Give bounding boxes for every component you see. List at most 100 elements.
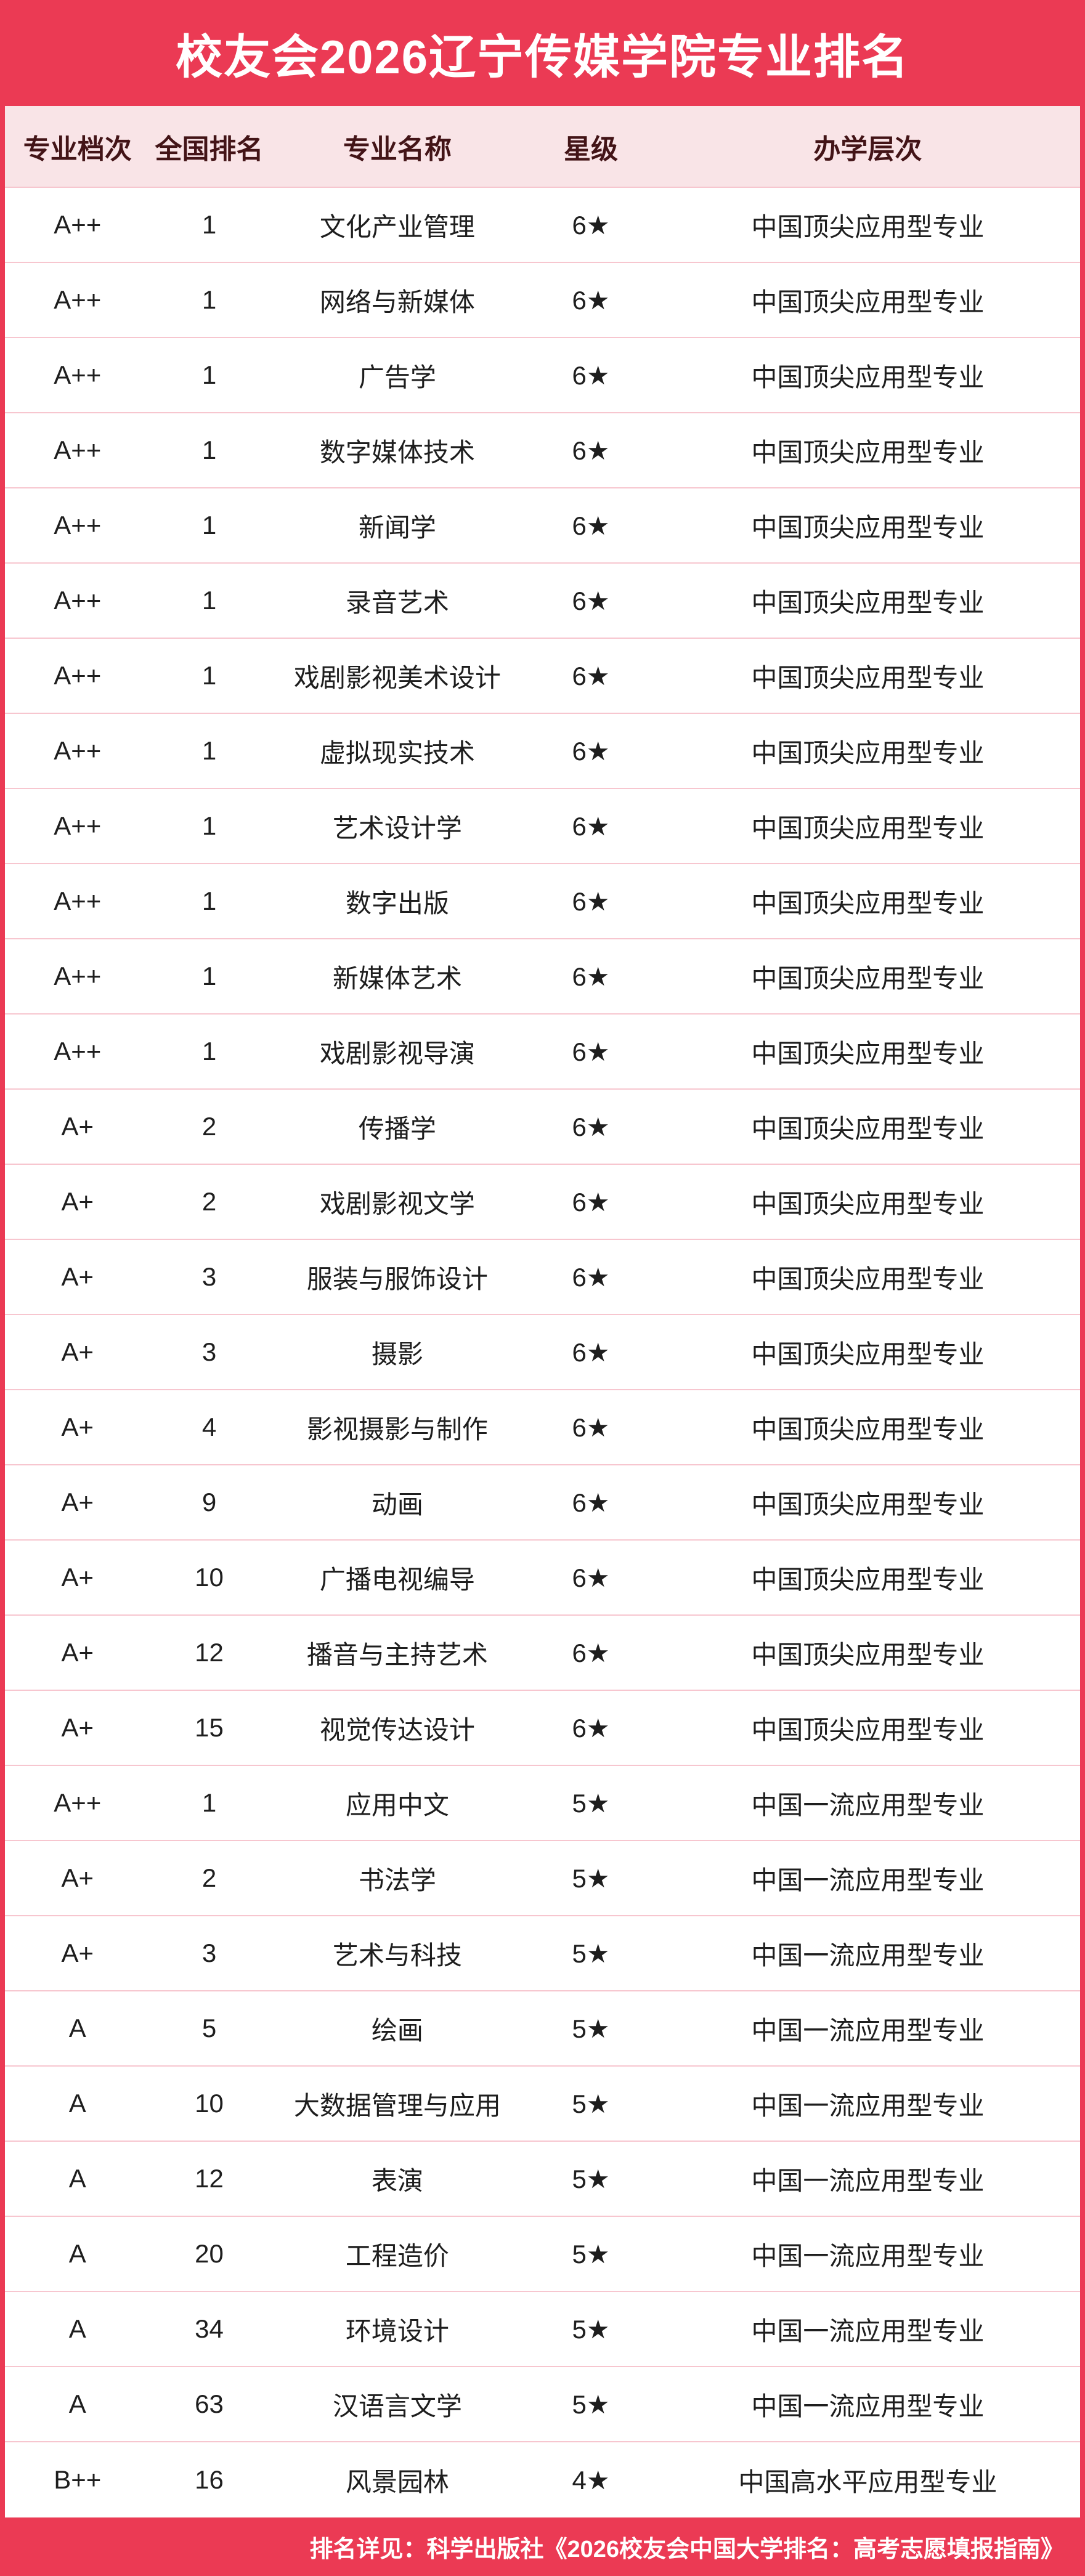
level-cell: 中国顶尖应用型专业	[751, 1039, 985, 1068]
major-name-cell: 网络与新媒体	[319, 287, 475, 317]
major-name-cell: 戏剧影视美术设计	[293, 663, 501, 692]
rank-cell: 1	[201, 962, 217, 990]
column-header-level: 办学层次	[813, 134, 922, 164]
level-cell: 中国顶尖应用型专业	[751, 1264, 985, 1294]
rank-cell: 1	[201, 736, 217, 765]
rank-cell: 2	[201, 1112, 217, 1141]
major-name-cell: 应用中文	[345, 1790, 449, 1820]
star-rating-cell: 6★	[572, 210, 610, 240]
page-title: 校友会2026辽宁传媒学院专业排名	[175, 31, 910, 84]
rank-cell: 34	[195, 2314, 224, 2343]
star-rating-cell: 6★	[572, 661, 610, 691]
rank-cell: 1	[201, 511, 217, 540]
table-row: A+ 3 摄影 6★ 中国顶尖应用型专业	[5, 1315, 1080, 1390]
grade-cell: A+	[61, 1412, 94, 1441]
rank-cell: 2	[201, 1187, 217, 1216]
star-rating-cell: 6★	[572, 811, 610, 841]
level-cell: 中国一流应用型专业	[751, 2391, 985, 2421]
major-name-cell: 艺术与科技	[332, 1940, 462, 1970]
title-banner: 校友会2026辽宁传媒学院专业排名	[5, 0, 1080, 106]
table-row: A+ 10 广播电视编导 6★ 中国顶尖应用型专业	[5, 1541, 1080, 1616]
rank-cell: 20	[195, 2239, 224, 2268]
level-cell: 中国顶尖应用型专业	[751, 663, 985, 692]
major-name-cell: 摄影	[371, 1339, 423, 1369]
rank-cell: 4	[201, 1412, 217, 1441]
major-name-cell: 工程造价	[345, 2241, 449, 2270]
column-header-star: 星级	[563, 134, 618, 164]
major-name-cell: 环境设计	[345, 2316, 449, 2346]
grade-cell: A++	[54, 210, 102, 239]
star-rating-cell: 6★	[572, 1262, 610, 1292]
table-row: A 12 表演 5★ 中国一流应用型专业	[5, 2142, 1080, 2217]
table-row: A+ 9 动画 6★ 中国顶尖应用型专业	[5, 1465, 1080, 1541]
star-rating-cell: 6★	[572, 886, 610, 916]
star-rating-cell: 6★	[572, 962, 610, 991]
star-rating-cell: 5★	[572, 2314, 610, 2344]
level-cell: 中国顶尖应用型专业	[751, 1414, 985, 1444]
table-row: A 63 汉语言文学 5★ 中国一流应用型专业	[5, 2367, 1080, 2442]
table-row: A++ 1 艺术设计学 6★ 中国顶尖应用型专业	[5, 789, 1080, 864]
rank-cell: 1	[201, 811, 217, 840]
grade-cell: A	[68, 2389, 86, 2418]
footer-banner: 排名详见：科学出版社《2026校友会中国大学排名：高考志愿填报指南》	[5, 2517, 1080, 2576]
level-cell: 中国顶尖应用型专业	[751, 212, 985, 241]
grade-cell: A++	[54, 886, 102, 915]
major-name-cell: 广告学	[358, 362, 436, 392]
footer-note: 排名详见：科学出版社《2026校友会中国大学排名：高考志愿填报指南》	[309, 2537, 1064, 2562]
star-rating-cell: 6★	[572, 435, 610, 465]
major-name-cell: 视觉传达设计	[319, 1715, 475, 1744]
table-row: A+ 3 艺术与科技 5★ 中国一流应用型专业	[5, 1916, 1080, 1991]
level-cell: 中国顶尖应用型专业	[751, 1640, 985, 1669]
grade-cell: A+	[61, 1713, 94, 1742]
grade-cell: A+	[61, 1112, 94, 1141]
grade-cell: A+	[61, 1563, 94, 1592]
table-row: A 20 工程造价 5★ 中国一流应用型专业	[5, 2217, 1080, 2292]
level-cell: 中国一流应用型专业	[751, 2316, 985, 2346]
grade-cell: A++	[54, 586, 102, 615]
level-cell: 中国一流应用型专业	[751, 1865, 985, 1895]
major-name-cell: 广播电视编导	[319, 1565, 475, 1594]
level-cell: 中国顶尖应用型专业	[751, 588, 985, 617]
major-name-cell: 表演	[371, 2166, 423, 2195]
level-cell: 中国顶尖应用型专业	[751, 888, 985, 918]
level-cell: 中国顶尖应用型专业	[751, 738, 985, 768]
table-row: A++ 1 新闻学 6★ 中国顶尖应用型专业	[5, 488, 1080, 564]
rank-cell: 12	[195, 1638, 224, 1667]
rank-cell: 1	[201, 886, 217, 915]
table-header-row: 专业档次 全国排名 专业名称 星级 办学层次	[5, 106, 1080, 188]
column-header-rank: 全国排名	[155, 134, 264, 164]
grade-cell: A++	[54, 1037, 102, 1066]
column-header-grade: 专业档次	[23, 134, 132, 164]
table-row: B++ 16 风景园林 4★ 中国高水平应用型专业	[5, 2442, 1080, 2517]
star-rating-cell: 6★	[572, 1563, 610, 1592]
level-cell: 中国一流应用型专业	[751, 1940, 985, 1970]
rank-cell: 1	[201, 285, 217, 314]
table-row: A 34 环境设计 5★ 中国一流应用型专业	[5, 2292, 1080, 2367]
table-row: A++ 1 录音艺术 6★ 中国顶尖应用型专业	[5, 564, 1080, 639]
major-name-cell: 新媒体艺术	[332, 963, 462, 993]
table-row: A++ 1 广告学 6★ 中国顶尖应用型专业	[5, 338, 1080, 413]
major-name-cell: 戏剧影视文学	[319, 1189, 475, 1218]
grade-cell: A++	[54, 736, 102, 765]
rank-cell: 1	[201, 1788, 217, 1817]
level-cell: 中国一流应用型专业	[751, 1790, 985, 1820]
major-name-cell: 传播学	[358, 1114, 436, 1143]
grade-cell: A+	[61, 1262, 94, 1291]
star-rating-cell: 6★	[572, 1187, 610, 1217]
grade-cell: A++	[54, 811, 102, 840]
grade-cell: A+	[61, 1863, 94, 1892]
rank-cell: 16	[195, 2465, 224, 2494]
major-name-cell: 艺术设计学	[332, 813, 462, 843]
star-rating-cell: 5★	[572, 2014, 610, 2043]
rank-cell: 3	[201, 1337, 217, 1366]
major-name-cell: 虚拟现实技术	[319, 738, 475, 768]
level-cell: 中国一流应用型专业	[751, 2091, 985, 2120]
major-name-cell: 新闻学	[358, 512, 436, 542]
level-cell: 中国顶尖应用型专业	[751, 1489, 985, 1519]
grade-cell: A	[68, 2314, 86, 2343]
table-row: A++ 1 新媒体艺术 6★ 中国顶尖应用型专业	[5, 939, 1080, 1015]
star-rating-cell: 6★	[572, 1488, 610, 1517]
table-body: A++ 1 文化产业管理 6★ 中国顶尖应用型专业 A++ 1 网络与新媒体 6…	[5, 188, 1080, 2517]
rank-cell: 5	[201, 2014, 217, 2043]
